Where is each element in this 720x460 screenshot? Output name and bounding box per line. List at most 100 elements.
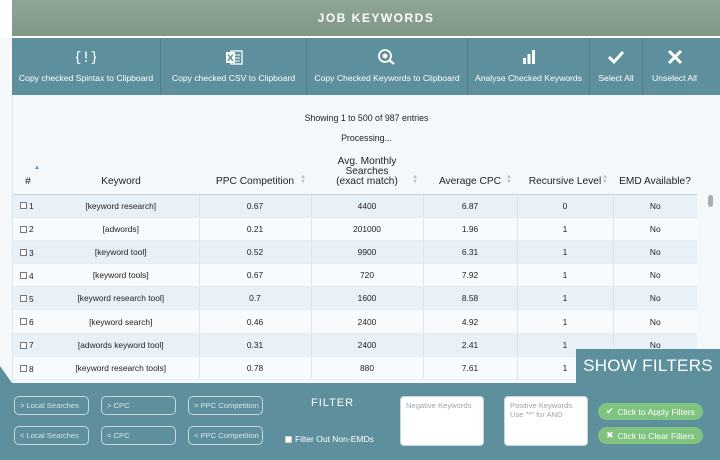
cell-ppc: 0.31: [199, 333, 312, 357]
row-checkbox[interactable]: [20, 225, 27, 233]
filter-panel: [0, 383, 720, 460]
row-checkbox[interactable]: [20, 318, 27, 326]
table-row[interactable]: 3 [keyword tool] 0.52 9900 6.31 1 No: [13, 240, 697, 265]
cell-emd: No: [613, 286, 697, 311]
excel-icon: X: [225, 47, 243, 67]
cell-emd: No: [613, 194, 697, 218]
column-header-emd-available[interactable]: EMD Available?: [613, 150, 697, 195]
apply-filters-button[interactable]: ✔ Click to Apply Filters: [598, 403, 703, 420]
cell-cpc: 6.31: [423, 240, 518, 265]
sort-asc-icon: ▲: [34, 165, 40, 171]
cell-ppc: 0.67: [199, 194, 312, 218]
filter-heading: FILTER: [311, 397, 355, 409]
table-row[interactable]: 6 [keyword search] 0.46 2400 4.92 1 No: [13, 309, 697, 334]
processing-indicator: Processing...: [341, 133, 392, 143]
table-row[interactable]: 1 [keyword research] 0.67 4400 6.87 0 No: [13, 194, 697, 218]
row-checkbox[interactable]: [20, 248, 27, 256]
min-local-searches-input[interactable]: > Local Searches: [14, 396, 89, 415]
row-select-cell[interactable]: 4: [13, 263, 43, 288]
show-filters-button[interactable]: SHOW FILTERS: [576, 349, 720, 383]
analyse-keywords-button[interactable]: Analyse Checked Keywords: [468, 38, 590, 95]
max-local-searches-input[interactable]: < Local Searches: [14, 426, 89, 445]
copy-keywords-button[interactable]: Copy Checked Keywords to Clipboard: [307, 38, 468, 95]
row-select-cell[interactable]: 1: [13, 194, 43, 218]
svg-text:X: X: [227, 54, 234, 64]
table-row[interactable]: 2 [adwords] 0.21 201000 1.96 1 No: [13, 217, 697, 241]
max-cpc-input[interactable]: < CPC: [101, 426, 176, 445]
column-header-monthly-searches[interactable]: Avg. Monthly Searches (exact match) ▲ ▼: [311, 150, 423, 195]
sort-icon: ▲ ▼: [300, 173, 306, 185]
panel-corner-icon: [0, 366, 12, 383]
keyword-target-icon: [377, 47, 397, 67]
row-select-cell[interactable]: 5: [13, 286, 43, 311]
row-select-cell[interactable]: 3: [13, 240, 43, 265]
column-header-ppc-competition[interactable]: PPC Competition ▲ ▼: [199, 150, 311, 195]
copy-csv-label: Copy checked CSV to Clipboard: [171, 73, 296, 83]
row-number: 7: [29, 340, 34, 351]
page-title-ribbon: JOB KEYWORDS: [12, 0, 720, 36]
cell-ppc: 0.7: [199, 286, 312, 311]
cell-emd: No: [613, 263, 697, 288]
row-select-cell[interactable]: 8: [13, 356, 43, 381]
cell-level: 1: [517, 263, 614, 288]
row-checkbox[interactable]: [20, 364, 27, 372]
cell-ppc: 0.21: [199, 217, 312, 241]
cell-keyword: [keyword tool]: [43, 240, 200, 265]
table-scrollbar[interactable]: [708, 195, 714, 381]
row-select-cell[interactable]: 2: [13, 217, 43, 241]
cell-cpc: 8.58: [423, 286, 518, 311]
row-checkbox[interactable]: [20, 272, 27, 280]
toolbar: {!} Copy checked Spintax to Clipboard X …: [12, 38, 720, 95]
row-select-cell[interactable]: 7: [13, 333, 43, 357]
cell-level: 0: [517, 194, 614, 218]
row-checkbox[interactable]: [20, 341, 27, 349]
negative-keywords-input[interactable]: Negative Keywords: [400, 396, 484, 446]
copy-spintax-label: Copy checked Spintax to Clipboard: [18, 73, 154, 83]
title-bar: JOB KEYWORDS: [0, 0, 720, 38]
cell-level: 1: [517, 217, 614, 241]
cell-searches: 2400: [311, 333, 424, 357]
spintax-icon: {!}: [76, 47, 96, 67]
row-number: 3: [29, 247, 34, 258]
row-select-cell[interactable]: 6: [13, 309, 43, 334]
bar-chart-icon: [521, 47, 537, 67]
min-ppc-competition-input[interactable]: > PPC Competition: [188, 396, 263, 415]
cell-searches: 1600: [311, 286, 424, 311]
cell-level: 1: [517, 309, 614, 334]
page-title: JOB KEYWORDS: [317, 11, 435, 25]
cell-keyword: [keyword research]: [43, 194, 200, 218]
unselect-all-label: Unselect All: [652, 73, 697, 83]
filter-emd-checkbox[interactable]: Filter Out Non-EMDs: [285, 434, 374, 444]
cell-keyword: [adwords]: [43, 217, 200, 241]
column-header-recursive-level[interactable]: Recursive Level ▲ ▼: [517, 150, 613, 195]
sort-icon: ▲ ▼: [506, 173, 512, 185]
copy-csv-button[interactable]: X Copy checked CSV to Clipboard: [161, 38, 307, 95]
close-icon: ✖: [606, 430, 614, 440]
cell-cpc: 2.41: [423, 333, 518, 357]
cell-searches: 4400: [311, 194, 424, 218]
row-number: 4: [29, 270, 34, 281]
min-cpc-input[interactable]: > CPC: [101, 396, 176, 415]
row-checkbox[interactable]: [20, 202, 27, 210]
row-number: 6: [29, 316, 34, 327]
max-ppc-competition-input[interactable]: < PPC Competition: [188, 426, 263, 445]
unselect-all-button[interactable]: Unselect All: [643, 38, 706, 95]
cell-cpc: 1.96: [423, 217, 518, 241]
copy-spintax-button[interactable]: {!} Copy checked Spintax to Clipboard: [12, 38, 161, 95]
entries-info: Showing 1 to 500 of 987 entries: [304, 113, 429, 123]
checkbox[interactable]: [285, 435, 292, 443]
select-all-button[interactable]: Select All: [590, 38, 643, 95]
clear-filters-button[interactable]: ✖ Click to Clear Filters: [598, 427, 703, 444]
table-row[interactable]: 5 [keyword research tool] 0.7 1600 8.58 1 No: [13, 286, 697, 311]
cell-level: 1: [517, 240, 614, 265]
cell-keyword: [keyword tools]: [43, 263, 200, 288]
cell-searches: 720: [311, 263, 424, 288]
row-checkbox[interactable]: [20, 295, 27, 303]
column-header-number[interactable]: ▲ #: [13, 150, 43, 195]
cell-cpc: 6.87: [423, 194, 518, 218]
column-header-keyword[interactable]: Keyword: [43, 150, 199, 195]
positive-keywords-input[interactable]: Positive Keywords. Use "*" for AND: [504, 396, 588, 446]
table-row[interactable]: 4 [keyword tools] 0.67 720 7.92 1 No: [13, 263, 697, 288]
column-header-average-cpc[interactable]: Average CPC ▲ ▼: [423, 150, 517, 195]
scrollbar-thumb[interactable]: [708, 195, 713, 207]
